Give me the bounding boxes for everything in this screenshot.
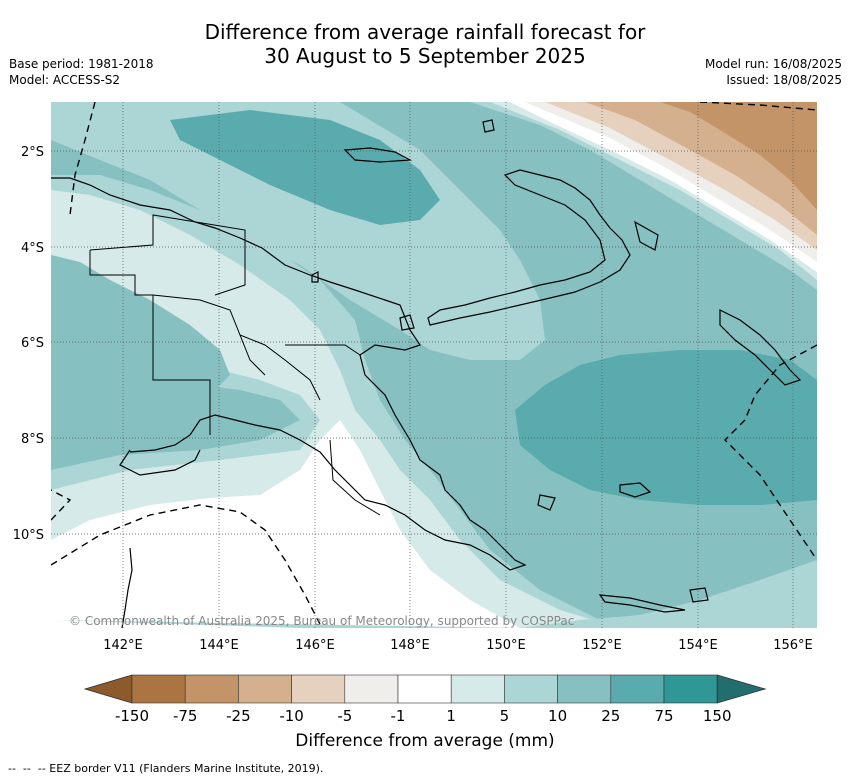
lon-label-156e: 156°E (773, 638, 813, 653)
colorbar-tick-label: 150 (703, 707, 732, 725)
colorbar-segment (450, 674, 505, 704)
copyright-text: © Commonwealth of Australia 2025, Bureau… (69, 614, 574, 628)
colorbar-tick-label: -150 (115, 707, 149, 725)
lon-label-148e: 148°E (390, 638, 430, 653)
colorbar-tick-label: -75 (173, 707, 198, 725)
footnote-text: -- EEZ border V11 (Flanders Marine Insti… (37, 762, 324, 775)
lat-label-2s: 2°S (21, 145, 44, 160)
lat-label-10s: 10°S (13, 528, 44, 543)
band-5-10-southeast (51, 560, 817, 628)
colorbar: -150 -75 -25 -10 -5 -1 1 5 10 25 75 150 (83, 674, 767, 725)
issued-date: Issued: 18/08/2025 (726, 73, 842, 87)
colorbar-tick-label: -25 (226, 707, 251, 725)
graticule (51, 102, 817, 628)
coastlines (51, 119, 802, 628)
colorbar-title: Difference from average (mm) (295, 731, 555, 751)
band-5-10-north (51, 102, 545, 360)
colorbar-segment (238, 674, 292, 704)
map-title: Difference from average rainfall forecas… (0, 20, 850, 68)
band-10-25-west (51, 255, 230, 425)
band-neutral-south (51, 420, 520, 628)
band-neg25-neg75 (660, 102, 817, 210)
colorbar-arrow-right (716, 674, 767, 704)
model-name: Model: ACCESS-S2 (9, 73, 121, 87)
lat-label-6s: 6°S (21, 336, 44, 351)
footnote: -- -- -- EEZ border V11 (Flanders Marine… (8, 762, 324, 775)
colorbar-tick-label: 10 (548, 707, 567, 725)
colorbar-tick-label: 25 (601, 707, 620, 725)
colorbar-segment (344, 674, 399, 704)
colorbar-tick-label: 1 (446, 707, 456, 725)
band-25-75-north (170, 110, 440, 225)
title-line-2: 30 August to 5 September 2025 (264, 44, 586, 68)
colorbar-tick-label: -1 (391, 707, 406, 725)
colorbar-segment (663, 674, 718, 704)
colorbar-segment (184, 674, 239, 704)
colorbar-tick-label: 75 (654, 707, 673, 725)
lat-label-8s: 8°S (21, 432, 44, 447)
map-area (51, 102, 817, 628)
colorbar-arrow-left (83, 674, 133, 704)
band-25-75-east (515, 350, 817, 505)
colorbar-segment (397, 674, 452, 704)
colorbar-tick-label: -10 (279, 707, 304, 725)
title-line-1: Difference from average rainfall forecas… (204, 20, 646, 44)
lat-labels: 2°S 4°S 6°S 8°S 10°S (13, 145, 44, 543)
lon-label-150e: 150°E (486, 638, 526, 653)
lon-label-152e: 152°E (582, 638, 622, 653)
colorbar-segment (504, 674, 558, 704)
lon-label-144e: 144°E (199, 638, 239, 653)
run-info: Model run: 16/08/2025 Issued: 18/08/2025 (705, 56, 842, 88)
province-borders (89, 214, 381, 516)
colorbar-segment (557, 674, 612, 704)
eez-borders (51, 102, 817, 628)
lon-label-154e: 154°E (678, 638, 718, 653)
lon-label-146e: 146°E (295, 638, 335, 653)
model-run: Model run: 16/08/2025 (704, 57, 842, 71)
colorbar-segment (610, 674, 665, 704)
lon-labels: 142°E 144°E 146°E 148°E 150°E 152°E 154°… (103, 638, 813, 653)
colorbar-tick-label: -5 (337, 707, 352, 725)
base-period: Base period: 1981-2018 (9, 57, 154, 71)
colorbar-tick-label: 5 (500, 707, 510, 725)
colorbar-segment (291, 674, 346, 704)
colorbar-segment (131, 674, 186, 704)
lon-label-142e: 142°E (103, 638, 143, 653)
lat-label-4s: 4°S (21, 241, 44, 256)
base-info: Base period: 1981-2018 Model: ACCESS-S2 (9, 56, 154, 88)
